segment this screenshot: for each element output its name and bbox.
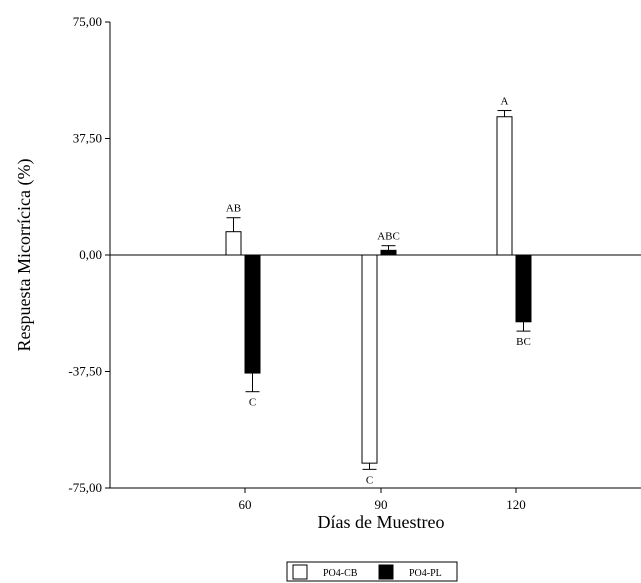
y-tick-label: 75,00 bbox=[73, 14, 102, 29]
significance-label: A bbox=[501, 96, 509, 108]
significance-label: ABC bbox=[377, 231, 400, 243]
bar-PO4-CB-90 bbox=[361, 254, 378, 464]
legend-label-PO4-CB: PO4-CB bbox=[323, 568, 358, 579]
legend-box bbox=[286, 561, 458, 582]
bar-PO4-CB-60 bbox=[225, 231, 242, 256]
legend-swatch-PO4-CB bbox=[292, 564, 308, 580]
bar-PO4-PL-90 bbox=[380, 249, 397, 256]
x-tick-labels: 60 90 120 bbox=[239, 488, 526, 512]
y-tick-label: 37,50 bbox=[73, 131, 102, 146]
x-axis-title: Días de Muestreo bbox=[318, 512, 445, 532]
x-tick-label: 120 bbox=[506, 497, 526, 512]
legend-label-PO4-PL: PO4-PL bbox=[409, 568, 442, 579]
bar-PO4-PL-120 bbox=[515, 254, 532, 323]
y-tick-label: -75,00 bbox=[68, 480, 102, 495]
legend-swatch-PO4-PL bbox=[378, 564, 394, 580]
y-axis-title: Respuesta Micorrícica (%) bbox=[14, 159, 35, 352]
significance-label: C bbox=[366, 474, 373, 486]
bar-PO4-CB-120 bbox=[496, 116, 513, 256]
y-tick-labels: 75,00 37,50 0,00 -37,50 -75,00 bbox=[68, 14, 110, 495]
bar-PO4-PL-60 bbox=[244, 254, 261, 374]
significance-label: AB bbox=[226, 203, 241, 215]
significance-label: C bbox=[249, 397, 256, 409]
x-tick-label: 60 bbox=[239, 497, 252, 512]
y-tick-label: 0,00 bbox=[79, 247, 102, 262]
y-tick-label: -37,50 bbox=[68, 364, 102, 379]
x-tick-label: 90 bbox=[375, 497, 388, 512]
legend: PO4-CB PO4-PL bbox=[286, 561, 458, 582]
significance-label: BC bbox=[516, 336, 531, 348]
